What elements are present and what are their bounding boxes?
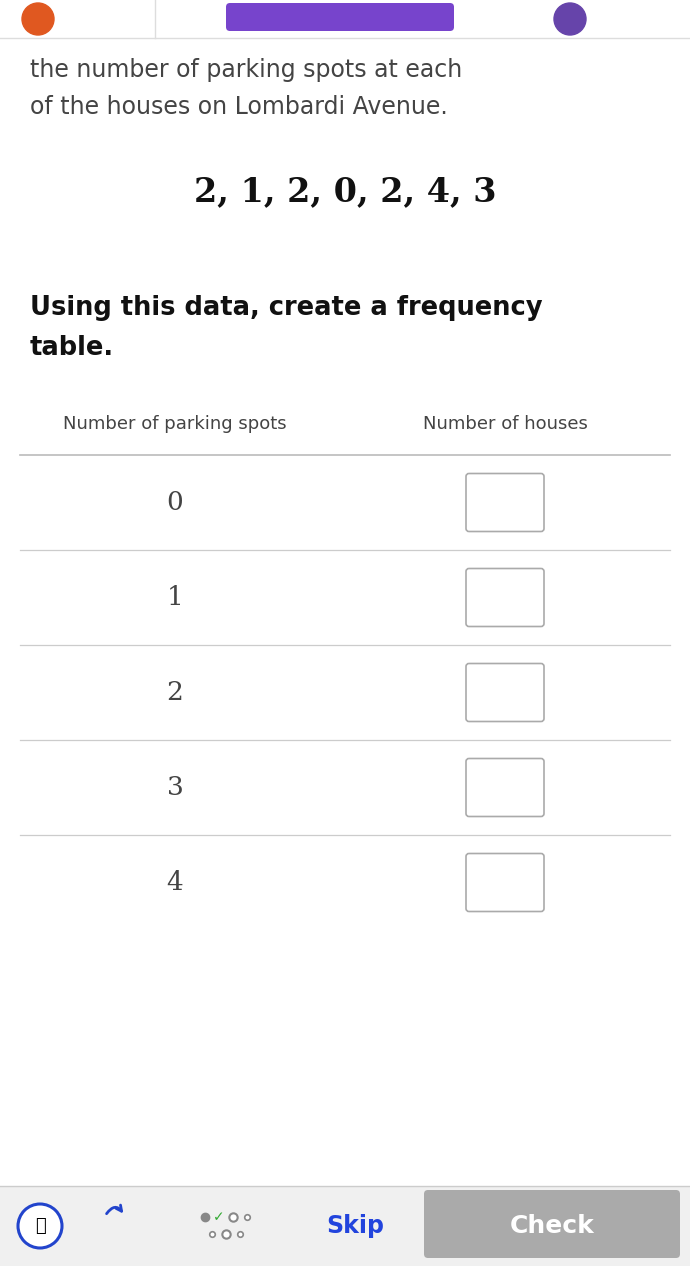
FancyBboxPatch shape	[466, 663, 544, 722]
Text: Check: Check	[510, 1214, 594, 1238]
Text: of the houses on Lombardi Avenue.: of the houses on Lombardi Avenue.	[30, 95, 448, 119]
Text: 4: 4	[166, 870, 184, 895]
Text: 3: 3	[166, 775, 184, 800]
Text: ✓: ✓	[213, 1210, 225, 1224]
FancyBboxPatch shape	[466, 473, 544, 532]
Text: table.: table.	[30, 335, 114, 361]
Text: 0: 0	[166, 490, 184, 515]
Text: 🖊: 🖊	[34, 1217, 46, 1236]
Text: Using this data, create a frequency: Using this data, create a frequency	[30, 295, 542, 322]
Text: 2: 2	[166, 680, 184, 705]
FancyBboxPatch shape	[466, 853, 544, 912]
Text: Skip: Skip	[326, 1214, 384, 1238]
Circle shape	[22, 3, 54, 35]
Bar	[0, 1186, 690, 1266]
Text: Number of houses: Number of houses	[422, 415, 587, 433]
FancyBboxPatch shape	[424, 1190, 680, 1258]
Circle shape	[18, 1204, 62, 1248]
Text: 1: 1	[166, 585, 184, 610]
Text: Number of parking spots: Number of parking spots	[63, 415, 287, 433]
Text: 2, 1, 2, 0, 2, 4, 3: 2, 1, 2, 0, 2, 4, 3	[194, 175, 496, 208]
Text: the number of parking spots at each: the number of parking spots at each	[30, 58, 462, 82]
FancyBboxPatch shape	[466, 758, 544, 817]
Circle shape	[554, 3, 586, 35]
FancyBboxPatch shape	[466, 568, 544, 627]
FancyBboxPatch shape	[226, 3, 454, 30]
